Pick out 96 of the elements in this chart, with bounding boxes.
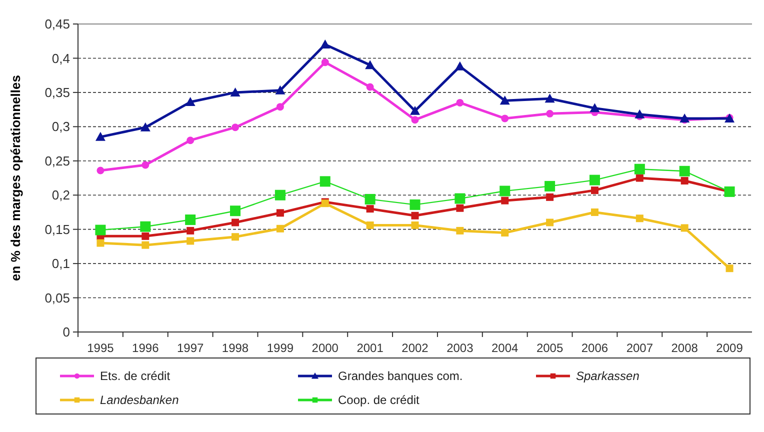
point	[364, 194, 376, 204]
point	[186, 237, 194, 245]
point	[366, 205, 374, 213]
point	[142, 161, 150, 169]
point	[636, 174, 644, 182]
point	[680, 224, 688, 232]
point	[546, 193, 554, 201]
point	[456, 98, 464, 106]
x-tick-label: 2004	[492, 341, 519, 355]
point	[410, 106, 420, 115]
point	[454, 61, 465, 70]
point	[232, 124, 240, 132]
x-tick-label: 2009	[716, 341, 744, 355]
point	[501, 196, 509, 204]
point	[411, 116, 419, 124]
y-tick-label: 0	[62, 324, 70, 340]
point	[185, 214, 196, 225]
x-tick-label: 1998	[222, 341, 249, 355]
x-tick-label: 2000	[312, 341, 339, 355]
x-tick-label: 2005	[536, 341, 564, 355]
x-tick-label: 2007	[626, 341, 654, 355]
legend-label: Coop. de crédit	[338, 393, 420, 408]
point	[454, 193, 466, 204]
point	[320, 40, 330, 49]
point	[411, 221, 419, 229]
point	[232, 218, 240, 226]
point	[456, 226, 464, 234]
y-axis-title: en % des marges opérationnelles	[8, 75, 23, 281]
point	[411, 212, 419, 220]
point	[142, 241, 150, 249]
point	[320, 176, 330, 187]
point	[96, 166, 104, 174]
legend-label: Landesbanken	[100, 393, 180, 408]
x-tick-label: 2006	[581, 341, 608, 355]
y-tick-label: 0,1	[52, 256, 70, 272]
point	[186, 226, 194, 234]
point	[680, 176, 688, 184]
y-tick-label: 0,35	[44, 84, 70, 100]
y-tick-label: 0,15	[44, 222, 70, 237]
y-tick-label: 0,05	[44, 290, 70, 306]
point	[276, 209, 284, 217]
point	[230, 87, 240, 96]
point	[185, 97, 196, 106]
point	[634, 109, 645, 118]
point	[140, 221, 151, 232]
point	[546, 218, 554, 226]
point	[589, 174, 600, 186]
point	[232, 233, 240, 241]
point	[636, 214, 644, 222]
point	[96, 239, 104, 247]
point	[500, 186, 510, 196]
point	[321, 58, 329, 66]
point	[679, 166, 690, 176]
point	[95, 132, 106, 141]
y-tick-label: 0,25	[44, 153, 70, 168]
point	[500, 96, 510, 105]
point	[186, 136, 194, 144]
x-tick-label: 1997	[176, 341, 204, 355]
legend-label: Sparkassen	[576, 369, 640, 384]
point	[501, 229, 509, 237]
point	[634, 164, 645, 174]
x-tick-label: 1995	[87, 341, 114, 355]
x-tick-label: 2003	[446, 341, 474, 355]
point	[275, 85, 286, 94]
point	[456, 204, 464, 212]
x-tick-label: 2002	[402, 341, 429, 355]
point	[546, 110, 554, 118]
point	[274, 190, 286, 200]
point	[276, 224, 284, 232]
point	[680, 113, 690, 122]
point	[410, 199, 420, 210]
point	[544, 94, 555, 103]
x-tick-label: 1999	[266, 341, 294, 355]
point	[366, 83, 374, 91]
y-tick-label: 0,3	[52, 119, 70, 134]
legend-label: Ets. de crédit	[100, 369, 171, 384]
y-tick-label: 0,2	[52, 188, 70, 203]
point	[142, 232, 150, 240]
point	[590, 186, 598, 194]
legend-label: Grandes banques com.	[338, 369, 463, 384]
x-tick-label: 1996	[132, 341, 160, 355]
point	[365, 60, 376, 70]
point	[95, 224, 106, 236]
point	[276, 103, 284, 111]
point	[726, 264, 734, 272]
y-tick-label: 0,45	[44, 16, 70, 32]
point	[544, 180, 556, 192]
x-tick-label: 2001	[356, 341, 384, 355]
point	[366, 221, 374, 229]
point	[590, 208, 598, 216]
point	[140, 122, 150, 132]
x-tick-label: 2008	[671, 341, 698, 355]
point	[230, 206, 241, 216]
point	[501, 114, 509, 122]
point	[590, 103, 600, 112]
y-tick-label: 0,4	[52, 50, 70, 66]
